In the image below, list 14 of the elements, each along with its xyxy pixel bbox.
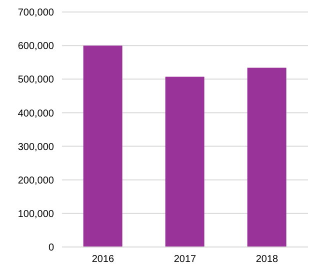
bar [83,46,122,247]
y-tick-label: 600,000 [18,41,54,52]
bar [165,76,204,247]
y-tick-label: 0 [48,242,54,254]
x-tick-label: 2017 [174,254,197,266]
y-tick-label: 400,000 [18,108,54,120]
x-tick-label: 2016 [92,254,115,266]
y-tick-label: 500,000 [18,74,54,86]
bar [247,68,286,247]
y-tick-label: 700,000 [18,8,54,19]
x-tick-label: 2018 [256,254,279,266]
y-tick-label: 200,000 [18,175,54,186]
y-tick-label: 100,000 [18,208,54,220]
y-tick-label: 300,000 [18,142,54,153]
